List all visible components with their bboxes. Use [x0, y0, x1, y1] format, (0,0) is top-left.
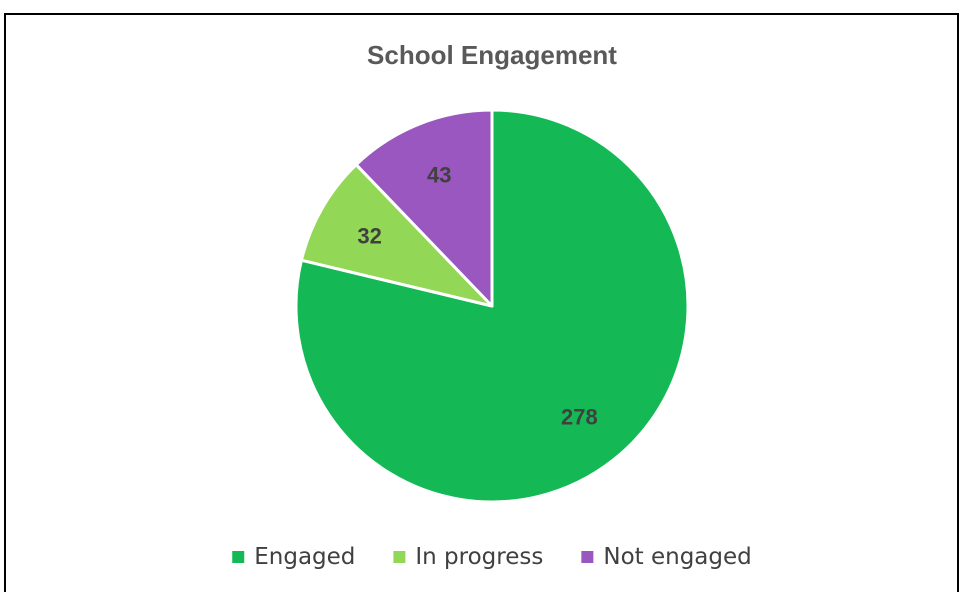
legend-label-engaged: Engaged: [254, 544, 355, 570]
pie-slices: [294, 108, 690, 504]
legend-swatch-in-progress: [393, 551, 406, 563]
chart-legend: Engaged In progress Not engaged: [232, 544, 752, 570]
pie-slice-in-progress: [299, 163, 494, 308]
data-label-engaged: 278: [561, 404, 598, 429]
data-label-in-progress: 32: [357, 223, 381, 248]
data-label-not-engaged: 43: [427, 163, 451, 188]
legend-item-not-engaged: Not engaged: [581, 544, 752, 570]
legend-label-in-progress: In progress: [415, 544, 543, 570]
legend-swatch-engaged: [232, 551, 245, 563]
pie-slice-engaged: [294, 108, 690, 504]
legend-label-not-engaged: Not engaged: [603, 544, 751, 570]
pie-data-labels: 278 32 43: [357, 163, 597, 430]
legend-item-engaged: Engaged: [232, 544, 355, 570]
pie-slice-not-engaged: [354, 108, 494, 308]
chart-title: School Engagement: [367, 40, 617, 70]
legend-swatch-not-engaged: [581, 551, 594, 563]
legend-item-in-progress: In progress: [393, 544, 543, 570]
